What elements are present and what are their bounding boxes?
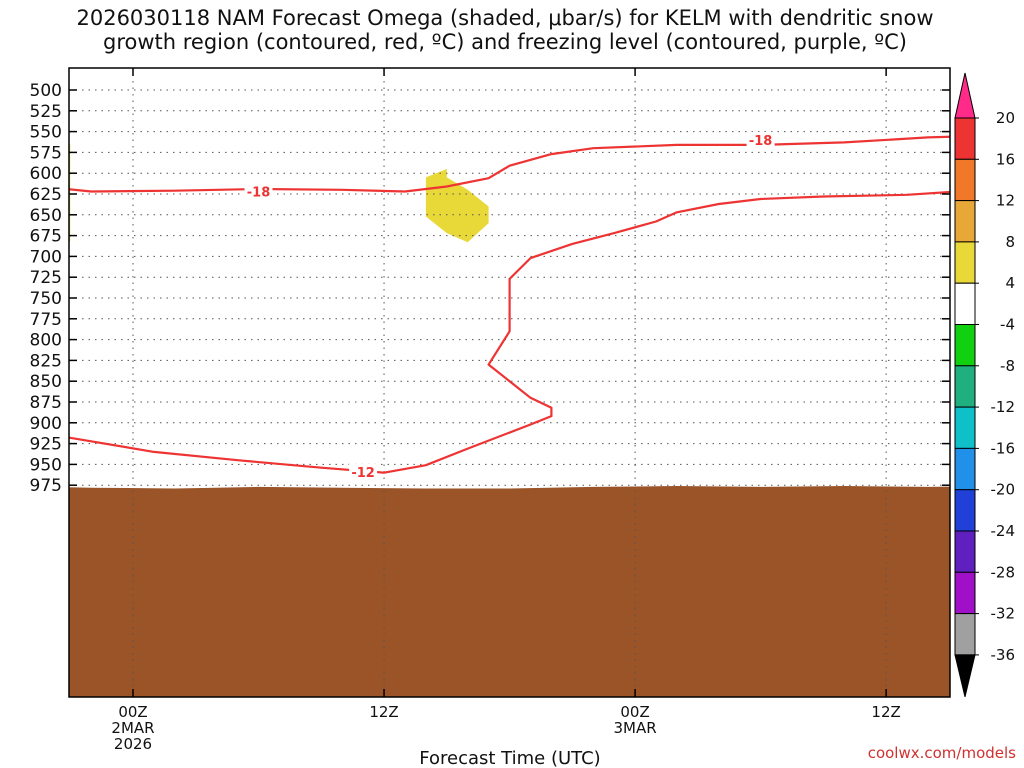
x-axis-label: Forecast Time (UTC): [419, 748, 600, 768]
y-tick-label: 850: [30, 372, 62, 392]
y-tick-label: 600: [30, 164, 62, 184]
x-tick-label: 12Z: [871, 703, 900, 721]
colorbar-label: -32: [991, 605, 1016, 623]
y-axis: 5005255505756006256506757007257507758008…: [30, 81, 950, 496]
contour-label-bg: [746, 131, 775, 147]
y-tick-label: 800: [30, 331, 62, 351]
y-tick-label: 750: [30, 289, 62, 309]
x-tick-label: 00Z: [118, 703, 147, 721]
y-tick-label: 625: [30, 185, 62, 205]
contour-layer: -18-18-18-12-12-1200: [69, 131, 950, 481]
y-tick-label: 875: [30, 393, 62, 413]
title-line-2: growth region (contoured, red, ºC) and f…: [103, 30, 907, 54]
colorbar-label: 8: [1005, 233, 1015, 251]
colorbar-label: 16: [996, 150, 1015, 168]
contour-label: -18: [247, 186, 271, 201]
y-tick-label: 550: [30, 123, 62, 143]
x-axis: 00Z2MAR202612Z00Z3MAR12Z00Z4MAR12Z00Z5MA…: [111, 68, 901, 753]
y-tick-label: 825: [30, 351, 62, 371]
chart-title: 2026030118 NAM Forecast Omega (shaded, μ…: [0, 6, 1010, 54]
colorbar-swatch: [954, 158, 976, 202]
y-tick-label: 500: [30, 81, 62, 101]
colorbar-label: -12: [991, 398, 1016, 416]
colorbar-label: 12: [996, 192, 1015, 210]
plot-frame: [68, 67, 951, 698]
y-tick-label: 575: [30, 143, 62, 163]
y-tick-label: 525: [30, 102, 62, 122]
colorbar-swatch: [954, 241, 976, 284]
contour-label: -12: [351, 466, 375, 481]
colorbar-label: 4: [1005, 274, 1015, 292]
grid-layer: [69, 68, 950, 697]
colorbar-label: 20: [996, 109, 1015, 127]
colorbar-swatch: [954, 571, 976, 615]
colorbar-swatch: [954, 447, 976, 491]
terrain-fill: [69, 486, 950, 697]
colorbar-swatch: [954, 200, 976, 243]
colorbar-swatch: [954, 613, 976, 656]
x-tick-label: 12Z: [369, 703, 398, 721]
x-tick-label: 2MAR: [111, 719, 154, 737]
x-tick-label: 00Z: [620, 703, 649, 721]
colorbar-swatch: [954, 406, 976, 449]
title-line-1: 2026030118 NAM Forecast Omega (shaded, μ…: [76, 6, 934, 30]
x-tick-label: 2026: [114, 735, 152, 753]
contour-label-bg: [349, 463, 378, 479]
colorbar: 20 16 12 8 4 -4 -8 -12 -16 -20 -24 -28 -32 -36: [954, 72, 1016, 698]
y-tick-label: 925: [30, 435, 62, 455]
y-tick-label: 975: [30, 476, 62, 496]
colorbar-bottom-arrow: [954, 654, 976, 698]
contour-0: [69, 135, 950, 193]
colorbar-swatch: [954, 324, 976, 367]
colorbar-swatch: [954, 489, 976, 532]
y-tick-label: 775: [30, 310, 62, 330]
colorbar-label: -28: [991, 563, 1016, 581]
contour-label-bg: [244, 183, 273, 199]
y-tick-label: 900: [30, 414, 62, 434]
colorbar-label: -8: [1000, 357, 1015, 375]
x-tick-label: 3MAR: [613, 719, 656, 737]
contour-2: [69, 190, 950, 474]
colorbar-swatch: [954, 282, 976, 326]
colorbar-label: -36: [991, 646, 1016, 664]
credit-text: coolwx.com/models: [868, 744, 1016, 762]
terrain-layer: [69, 486, 950, 697]
y-tick-label: 725: [30, 268, 62, 288]
colorbar-label: -16: [991, 439, 1016, 457]
colorbar-top-arrow: [954, 72, 976, 119]
plot-border: [68, 67, 951, 698]
y-tick-label: 950: [30, 455, 62, 475]
colorbar-label: -24: [991, 522, 1016, 540]
colorbar-label: -20: [991, 481, 1016, 499]
contour-label: -18: [749, 134, 773, 149]
colorbar-swatch: [954, 530, 976, 573]
y-tick-label: 675: [30, 227, 62, 247]
y-tick-label: 700: [30, 247, 62, 267]
colorbar-label: -4: [1000, 316, 1015, 334]
colorbar-swatch: [954, 117, 976, 160]
y-tick-label: 650: [30, 206, 62, 226]
colorbar-swatch: [954, 365, 976, 408]
